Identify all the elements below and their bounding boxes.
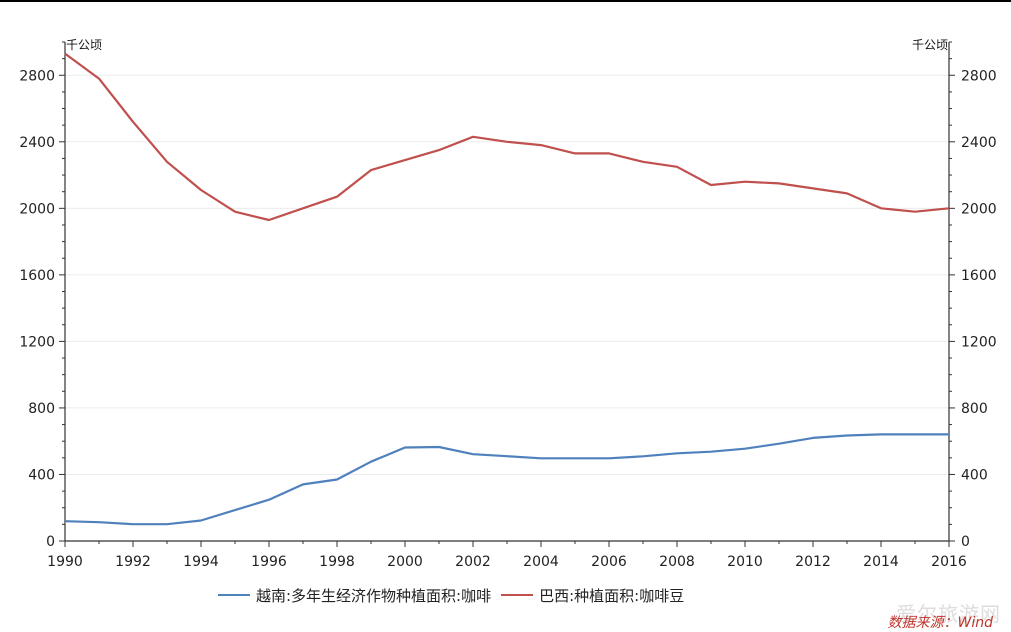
top-rule [0,0,1011,2]
x-tick-label: 1992 [115,554,151,570]
watermark-text: 爱尔旅游网 [896,602,1001,626]
y-tick-label-left: 1600 [19,268,55,284]
series-line-0 [64,433,949,526]
x-tick-label: 2012 [795,554,831,570]
axes [59,41,955,547]
y-tick-label-right: 400 [961,467,988,483]
legend-label-vietnam: 越南:多年生经济作物种植面积:咖啡 [256,586,492,605]
series-layer [64,52,950,526]
left-unit-label: 千公顷 [66,38,102,52]
legend-label-brazil: 巴西:种植面积:咖啡豆 [539,586,685,605]
y-tick-label-left: 400 [28,467,55,483]
y-tick-label-right: 2400 [961,135,997,151]
legend-swatch-brazil [501,594,534,596]
x-tick-label: 2002 [455,554,491,570]
legend-item-brazil[interactable]: 巴西:种植面积:咖啡豆 [501,585,684,606]
y-tick-label-right: 1600 [961,268,997,284]
right-unit-label: 千公顷 [912,38,948,52]
legend: 越南:多年生经济作物种植面积:咖啡 巴西:种植面积:咖啡豆 [218,584,684,606]
x-tick-label: 2004 [523,554,559,570]
y-tick-label-left: 1200 [19,334,55,350]
y-tick-label-right: 0 [961,534,970,550]
y-tick-label-left: 2400 [19,135,55,151]
x-tick-label: 2008 [659,554,695,570]
source-label: 数据来源：Wind [887,615,994,631]
series-line-1 [64,52,950,222]
y-tick-label-left: 2000 [19,201,55,217]
y-tick-label-left: 0 [46,534,55,550]
tick-labels: 0 0 400 400 800 800 1200 1200 1600 1600 2000 2000 24… [19,68,996,570]
legend-swatch-vietnam [218,594,250,596]
x-tick-label: 2014 [863,554,899,570]
x-tick-label: 2010 [727,554,763,570]
x-tick-label: 2000 [387,554,423,570]
gridlines [65,74,949,475]
legend-item-vietnam[interactable]: 越南:多年生经济作物种植面积:咖啡 [218,585,491,606]
x-tick-label: 1998 [319,554,355,570]
y-tick-label-right: 1200 [961,334,997,350]
x-tick-label: 1990 [47,554,83,570]
y-tick-label-right: 800 [961,401,988,417]
x-tick-label: 2016 [931,554,967,570]
y-tick-label-left: 800 [28,401,55,417]
y-tick-label-right: 2800 [961,68,997,84]
y-tick-label-right: 2000 [961,201,997,217]
x-tick-label: 1996 [251,554,287,570]
y-tick-label-left: 2800 [19,68,55,84]
x-tick-label: 2006 [591,554,627,570]
x-tick-label: 1994 [183,554,219,570]
